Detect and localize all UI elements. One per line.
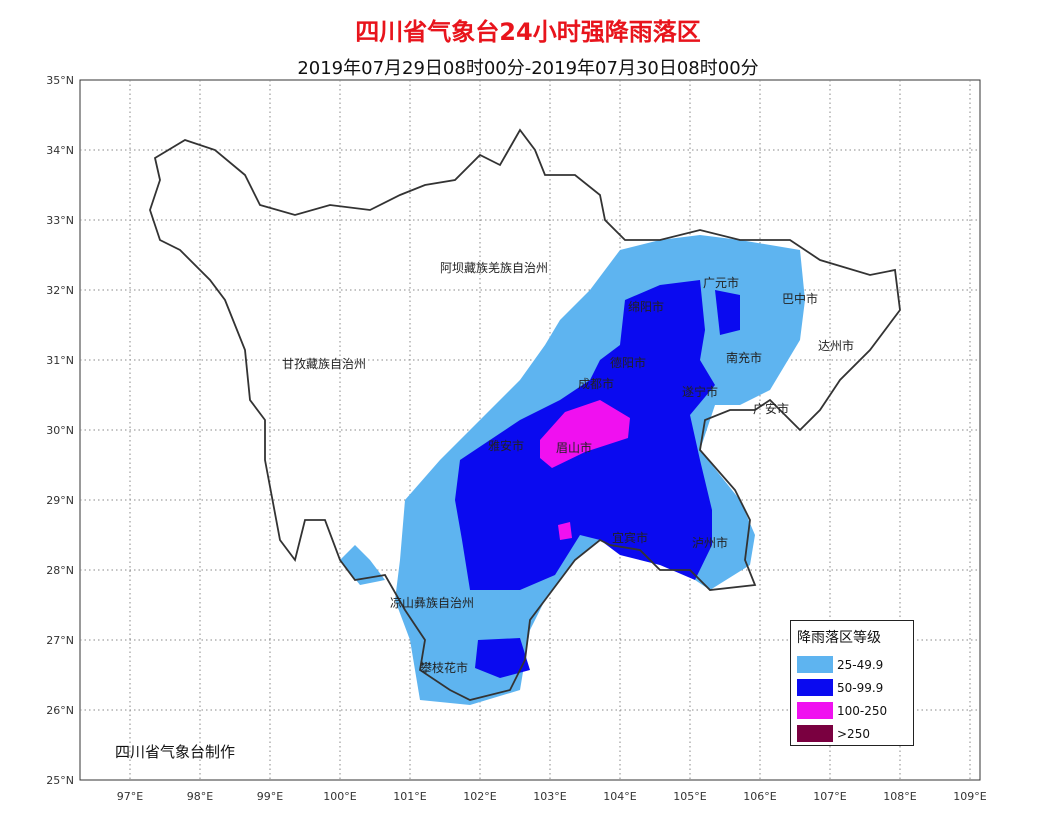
lon-tick-label: 100°E bbox=[323, 790, 356, 803]
legend-label: 100-250 bbox=[837, 703, 888, 718]
region-label: 达州市 bbox=[818, 338, 854, 353]
lon-tick-label: 105°E bbox=[673, 790, 706, 803]
rain-area-100-250-small bbox=[558, 522, 572, 540]
region-label: 宜宾市 bbox=[612, 530, 648, 545]
lat-tick-label: 26°N bbox=[46, 704, 74, 717]
region-label: 绵阳市 bbox=[628, 299, 664, 314]
region-label: 广元市 bbox=[703, 275, 739, 290]
lat-tick-label: 27°N bbox=[46, 634, 74, 647]
lon-tick-label: 108°E bbox=[883, 790, 916, 803]
region-label: 德阳市 bbox=[610, 355, 646, 370]
lon-tick-label: 101°E bbox=[393, 790, 426, 803]
legend-item: 25-49.9 bbox=[797, 653, 913, 676]
region-label: 广安市 bbox=[753, 401, 789, 416]
lat-tick-label: 35°N bbox=[46, 74, 74, 87]
region-label: 巴中市 bbox=[782, 291, 818, 306]
lon-tick-label: 106°E bbox=[743, 790, 776, 803]
lat-tick-label: 25°N bbox=[46, 774, 74, 787]
lat-tick-label: 32°N bbox=[46, 284, 74, 297]
legend-swatch bbox=[797, 702, 833, 719]
legend-swatch bbox=[797, 725, 833, 742]
region-label: 雅安市 bbox=[488, 438, 524, 453]
rain-area-100-250 bbox=[540, 400, 630, 468]
legend-item: 50-99.9 bbox=[797, 676, 913, 699]
sichuan-boundary bbox=[149, 128, 901, 701]
axis-ticks: 35°N 34°N 33°N 32°N 31°N 30°N 29°N 28°N 27°N 26°N… bbox=[46, 74, 987, 803]
region-label: 成都市 bbox=[578, 376, 614, 391]
lon-tick-label: 104°E bbox=[603, 790, 636, 803]
legend-label: >250 bbox=[837, 726, 870, 741]
lat-tick-label: 34°N bbox=[46, 144, 74, 157]
legend: 降雨落区等级 25-49.9 50-99.9 100-250 >250 bbox=[790, 620, 914, 746]
legend-title: 降雨落区等级 bbox=[797, 630, 881, 646]
legend-swatch bbox=[797, 679, 833, 696]
lat-tick-label: 31°N bbox=[46, 354, 74, 367]
lon-tick-label: 97°E bbox=[117, 790, 143, 803]
rain-area-25-49-west bbox=[340, 545, 385, 585]
legend-item: 100-250 bbox=[797, 699, 913, 722]
lon-tick-label: 99°E bbox=[257, 790, 283, 803]
legend-item: >250 bbox=[797, 722, 913, 745]
region-label: 凉山彝族自治州 bbox=[390, 595, 474, 610]
rain-area-50-99-east bbox=[715, 290, 740, 335]
legend-label: 25-49.9 bbox=[837, 657, 884, 672]
lat-tick-label: 33°N bbox=[46, 214, 74, 227]
region-label: 南充市 bbox=[726, 350, 762, 365]
credit-text: 四川省气象台制作 bbox=[115, 743, 236, 761]
region-label: 遂宁市 bbox=[682, 384, 718, 399]
legend-label: 50-99.9 bbox=[837, 680, 884, 695]
region-label: 泸州市 bbox=[692, 535, 728, 550]
region-label: 甘孜藏族自治州 bbox=[282, 357, 366, 371]
lat-tick-label: 30°N bbox=[46, 424, 74, 437]
lon-tick-label: 98°E bbox=[187, 790, 213, 803]
map-title: 四川省气象台24小时强降雨落区 bbox=[355, 18, 701, 46]
lon-tick-label: 107°E bbox=[813, 790, 846, 803]
map-subtitle: 2019年07月29日08时00分-2019年07月30日08时00分 bbox=[297, 58, 759, 79]
lon-tick-label: 103°E bbox=[533, 790, 566, 803]
region-label: 攀枝花市 bbox=[420, 660, 468, 675]
legend-swatch bbox=[797, 656, 833, 673]
lat-tick-label: 28°N bbox=[46, 564, 74, 577]
lat-tick-label: 29°N bbox=[46, 494, 74, 507]
region-label: 阿坝藏族羌族自治州 bbox=[440, 261, 548, 275]
region-label: 眉山市 bbox=[556, 440, 592, 455]
lon-tick-label: 109°E bbox=[953, 790, 986, 803]
rain-area-50-99-south bbox=[475, 638, 530, 678]
lon-tick-label: 102°E bbox=[463, 790, 496, 803]
